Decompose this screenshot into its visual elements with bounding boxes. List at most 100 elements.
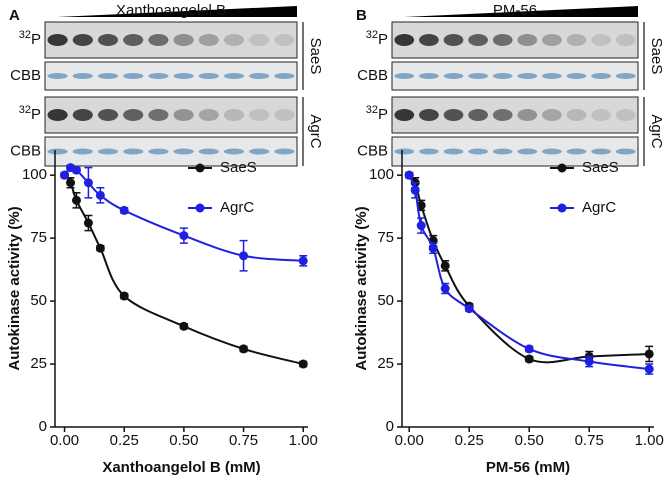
blot-band <box>123 109 144 121</box>
blot-band <box>394 148 415 155</box>
blot-band <box>591 109 611 121</box>
blot-band <box>148 109 169 121</box>
blot-band <box>173 109 194 121</box>
data-point <box>71 165 81 175</box>
data-point <box>416 221 426 231</box>
blot-band <box>542 109 562 121</box>
blot-band <box>274 73 295 79</box>
blot-band <box>97 73 119 79</box>
data-point <box>410 185 420 195</box>
blot-band <box>198 148 219 155</box>
data-point <box>66 178 76 188</box>
data-point <box>440 284 450 293</box>
y-tick-label: 75 <box>377 229 394 246</box>
blot-band <box>198 73 219 79</box>
group-label: SaeS <box>307 38 324 75</box>
blot-row-label: 32P <box>19 29 41 48</box>
data-point <box>440 261 450 271</box>
blot-band <box>615 34 636 46</box>
x-tick-label: 0.50 <box>169 432 198 449</box>
blot-band <box>223 34 245 46</box>
blot-row-label: CBB <box>357 67 388 84</box>
y-tick-label: 25 <box>30 355 47 372</box>
panel-label: A <box>9 7 20 24</box>
y-tick-label: 0 <box>39 418 47 435</box>
blot-band <box>419 73 439 79</box>
blot-band <box>173 34 194 46</box>
legend-marker <box>195 163 205 173</box>
panel-label: B <box>356 7 367 24</box>
blot-row-text: P <box>31 31 41 48</box>
blot-band <box>542 148 562 155</box>
blot-row-text: CBB <box>357 142 388 159</box>
blot-band <box>492 109 513 121</box>
blot-band <box>47 109 68 121</box>
blot-band <box>123 34 144 46</box>
blot-band <box>198 34 219 46</box>
x-axis-label: PM-56 (mM) <box>486 459 570 476</box>
legend-label: SaeS <box>582 159 619 176</box>
x-tick-label: 1.00 <box>289 432 318 449</box>
blot-row-text: P <box>31 106 41 123</box>
concentration-ramp <box>404 6 638 17</box>
blot-row-label: CBB <box>357 142 388 159</box>
data-point <box>239 251 249 261</box>
blot-band <box>443 109 464 121</box>
blot-band <box>274 34 295 46</box>
blot-band <box>173 148 194 155</box>
blot-row-text: CBB <box>10 142 41 159</box>
group-label: AgrC <box>648 114 665 148</box>
blot-row-label: CBB <box>10 67 41 84</box>
blot-band <box>517 148 538 155</box>
isotope-superscript: 32 <box>366 29 378 41</box>
x-tick-label: 0.25 <box>110 432 139 449</box>
concentration-ramp <box>57 6 297 17</box>
y-tick-label: 75 <box>30 229 47 246</box>
data-point <box>464 304 474 314</box>
blot-band <box>419 34 439 46</box>
x-tick-label: 1.00 <box>635 432 664 449</box>
legend-marker <box>557 163 567 173</box>
blot-row-label: CBB <box>10 142 41 159</box>
data-point <box>416 200 426 210</box>
blot-band <box>123 148 144 155</box>
blot-band <box>173 73 194 79</box>
blot-band <box>274 148 295 155</box>
x-tick-label: 0.25 <box>455 432 484 449</box>
blot-band <box>47 148 68 155</box>
blot-band <box>223 109 245 121</box>
blot-band <box>517 34 538 46</box>
data-point <box>298 359 308 369</box>
blot-band <box>419 109 439 121</box>
blot-band <box>468 109 488 121</box>
blot-row-text: P <box>378 31 388 48</box>
y-tick-label: 100 <box>22 166 47 183</box>
data-point <box>298 256 308 266</box>
y-tick-label: 50 <box>377 292 394 309</box>
blot-band <box>419 148 439 155</box>
blot-band <box>615 73 636 79</box>
data-point <box>119 205 129 215</box>
blot-band <box>249 34 270 46</box>
y-tick-label: 50 <box>30 292 47 309</box>
data-point <box>95 243 105 253</box>
blot-band <box>492 73 513 79</box>
data-point <box>239 344 249 354</box>
blot-band <box>443 34 464 46</box>
y-axis-label: Autokinase activity (%) <box>353 206 370 370</box>
x-axis-label: Xanthoangelol B (mM) <box>102 459 260 476</box>
x-tick-label: 0.75 <box>229 432 258 449</box>
blot-band <box>47 34 68 46</box>
blot-band <box>97 109 119 121</box>
blot-band <box>566 34 587 46</box>
blot-band <box>249 148 270 155</box>
blot-title: Xanthoangelol B <box>116 2 226 19</box>
blot-title: PM-56 <box>493 2 537 19</box>
data-point <box>71 195 81 205</box>
data-point <box>83 178 93 188</box>
data-point <box>119 291 129 301</box>
blot-band <box>249 73 270 79</box>
blot-band <box>517 109 538 121</box>
y-tick-label: 0 <box>386 418 394 435</box>
